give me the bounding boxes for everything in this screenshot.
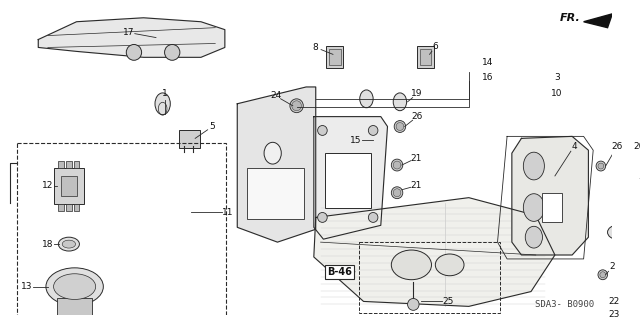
Circle shape	[600, 272, 605, 278]
Text: 15: 15	[350, 136, 362, 145]
Bar	[61, 176, 77, 196]
Text: 7: 7	[638, 178, 640, 187]
Ellipse shape	[391, 250, 431, 280]
Text: 24: 24	[270, 91, 281, 100]
Bar	[325, 153, 371, 208]
Polygon shape	[237, 87, 316, 242]
Bar	[58, 204, 64, 211]
Text: 20: 20	[634, 142, 640, 151]
Ellipse shape	[360, 90, 373, 108]
Text: 17: 17	[124, 28, 135, 37]
Bar	[417, 47, 435, 68]
Bar	[58, 299, 92, 316]
Polygon shape	[512, 137, 588, 255]
Text: SDA3- B0900: SDA3- B0900	[535, 300, 594, 309]
Bar	[179, 130, 200, 148]
Circle shape	[292, 101, 301, 111]
Text: 12: 12	[42, 181, 54, 190]
Circle shape	[393, 161, 401, 169]
Text: 26: 26	[412, 112, 423, 121]
Text: 23: 23	[609, 310, 620, 319]
Bar	[615, 185, 628, 201]
Ellipse shape	[46, 268, 103, 305]
Text: 21: 21	[410, 181, 422, 190]
Text: 21: 21	[410, 154, 422, 163]
Bar	[359, 242, 500, 313]
Text: 18: 18	[42, 240, 54, 249]
Bar	[58, 161, 64, 168]
Text: 14: 14	[483, 58, 493, 67]
Bar	[247, 168, 304, 219]
Text: 16: 16	[482, 73, 493, 82]
Ellipse shape	[62, 240, 76, 248]
Text: FR.: FR.	[560, 13, 580, 23]
Ellipse shape	[393, 93, 406, 111]
Bar	[74, 204, 79, 211]
Text: 22: 22	[609, 297, 620, 306]
Text: 6: 6	[433, 42, 438, 51]
Text: 1: 1	[162, 89, 168, 98]
Circle shape	[598, 270, 607, 280]
Ellipse shape	[524, 152, 545, 180]
Bar	[615, 145, 628, 161]
Circle shape	[290, 99, 303, 113]
Circle shape	[391, 187, 403, 199]
Bar	[329, 49, 340, 65]
Bar	[74, 161, 79, 168]
Circle shape	[393, 189, 401, 197]
Bar	[543, 193, 562, 222]
Bar	[326, 47, 344, 68]
Ellipse shape	[54, 274, 95, 300]
Text: 2: 2	[609, 262, 615, 271]
Ellipse shape	[525, 226, 543, 248]
Text: 25: 25	[442, 297, 454, 306]
Bar	[66, 161, 72, 168]
Bar	[612, 142, 632, 164]
Ellipse shape	[264, 142, 282, 164]
Text: 26: 26	[611, 142, 623, 151]
Polygon shape	[314, 198, 555, 306]
Text: 13: 13	[21, 282, 33, 291]
Circle shape	[391, 159, 403, 171]
Circle shape	[396, 122, 404, 130]
Ellipse shape	[607, 225, 627, 239]
Circle shape	[126, 44, 141, 60]
Circle shape	[317, 125, 327, 135]
Text: 11: 11	[222, 208, 234, 217]
Text: 5: 5	[209, 122, 215, 131]
Text: B-46: B-46	[327, 267, 352, 277]
Circle shape	[369, 212, 378, 222]
Ellipse shape	[435, 254, 464, 276]
Polygon shape	[584, 14, 612, 28]
Text: 4: 4	[572, 142, 577, 151]
Circle shape	[408, 299, 419, 310]
Circle shape	[394, 121, 406, 132]
Text: 10: 10	[551, 89, 563, 98]
Ellipse shape	[524, 194, 545, 221]
Bar	[420, 49, 431, 65]
Polygon shape	[314, 117, 387, 239]
Circle shape	[596, 161, 605, 171]
Text: 19: 19	[412, 89, 423, 98]
Ellipse shape	[58, 237, 79, 251]
Circle shape	[317, 212, 327, 222]
Text: 8: 8	[313, 43, 319, 52]
Bar	[54, 168, 84, 204]
Circle shape	[369, 125, 378, 135]
Bar	[66, 204, 72, 211]
Text: 3: 3	[554, 73, 560, 82]
Polygon shape	[38, 18, 225, 57]
Ellipse shape	[155, 93, 170, 115]
Bar	[17, 143, 226, 319]
Circle shape	[598, 163, 604, 169]
Circle shape	[164, 44, 180, 60]
Bar	[612, 182, 632, 204]
